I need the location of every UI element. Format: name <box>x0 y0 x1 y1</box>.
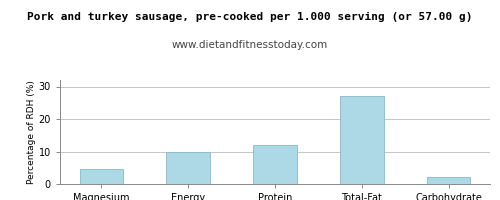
Text: www.dietandfitnesstoday.com: www.dietandfitnesstoday.com <box>172 40 328 50</box>
Bar <box>80 169 123 184</box>
Bar <box>340 96 384 184</box>
Bar <box>254 145 296 184</box>
Y-axis label: Percentage of RDH (%): Percentage of RDH (%) <box>27 80 36 184</box>
Bar <box>166 152 210 184</box>
Bar <box>427 177 470 184</box>
Text: Pork and turkey sausage, pre-cooked per 1.000 serving (or 57.00 g): Pork and turkey sausage, pre-cooked per … <box>27 12 473 22</box>
